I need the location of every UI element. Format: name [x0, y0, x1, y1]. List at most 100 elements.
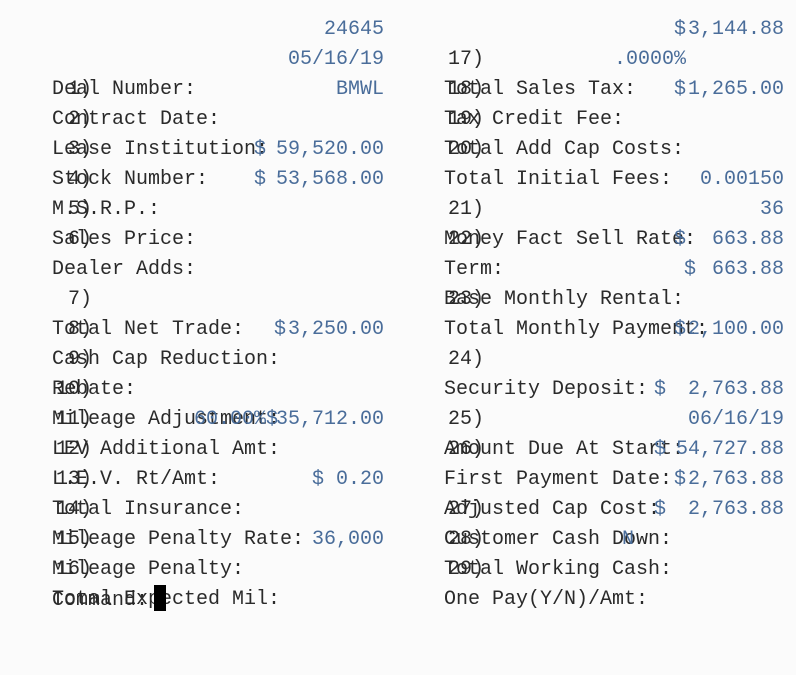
total-expected-mileage-field[interactable]: 16) Total Expected Mil: 36,000 — [4, 525, 388, 611]
field-label: Total Working Cash: — [444, 558, 673, 581]
currency-symbol: $ — [674, 318, 687, 341]
field-label: Mileage Penalty Rate: — [52, 528, 305, 551]
field-number: 21) — [448, 198, 485, 221]
field-label: First Payment Date: — [444, 468, 673, 491]
field-value: 663.88 — [711, 228, 784, 251]
field-number: 14) — [56, 498, 93, 521]
total-net-trade-field[interactable]: 7) Total Net Trade: — [4, 255, 388, 341]
currency-symbol: $ — [654, 438, 667, 461]
total-initial-fees-field[interactable]: 20) Total Initial Fees: — [396, 105, 788, 191]
field-label: Adjusted Cap Cost: — [444, 498, 661, 521]
currency-symbol: $ — [654, 378, 667, 401]
field-label: Rebate: — [52, 378, 137, 401]
field-label: L.E.V. Rt/Amt: — [52, 468, 221, 491]
field-number: 3) — [68, 138, 93, 161]
field-label: Total Net Trade: — [52, 318, 245, 341]
field-label: M.S.R.P.: — [52, 198, 161, 221]
total-monthly-payment-field[interactable]: 23) Total Monthly Payment: $ 663.88 — [396, 255, 788, 341]
sales-price-field[interactable]: 5) Sales Price: $ 53,568.00 — [4, 165, 388, 251]
field-number: 7) — [68, 288, 93, 311]
field-value: $ 0.20 — [311, 468, 384, 491]
dealer-adds-field[interactable]: 6) Dealer Adds: — [4, 195, 388, 281]
field-number: 22) — [448, 228, 485, 251]
field-number: 26) — [448, 438, 485, 461]
command-line[interactable]: Command: — [4, 555, 404, 612]
field-label: Base Monthly Rental: — [444, 288, 685, 311]
mileage-penalty-field[interactable]: 15) Mileage Penalty: — [4, 495, 388, 581]
field-value: 663.88 — [711, 258, 784, 281]
field-number: 16) — [56, 558, 93, 581]
field-number: 19) — [448, 108, 485, 131]
field-label: Sales Price: — [52, 228, 197, 251]
field-number: 15) — [56, 528, 93, 551]
field-label: Total Monthly Payment: — [444, 318, 709, 341]
field-number: 4) — [68, 168, 93, 191]
customer-cash-down-field[interactable]: 27) Customer Cash Down: $ 2,763.88 — [396, 465, 788, 551]
lease-institution-field[interactable]: 2) Lease Institution: BMWL — [4, 75, 388, 161]
currency-symbol: $ — [254, 168, 267, 191]
field-number: 9) — [68, 348, 93, 371]
rebate-field[interactable]: 9) Rebate: $ 3,250.00 — [4, 315, 388, 401]
field-number: 13) — [56, 468, 93, 491]
field-label: Stock Number: — [52, 168, 209, 191]
field-label: One Pay(Y/N)/Amt: — [444, 588, 649, 611]
field-value: 06/16/19 — [687, 408, 784, 431]
currency-symbol: $ — [684, 258, 697, 281]
amount-due-at-start-field[interactable]: 25) Amount Due At Start: $ 2,763.88 — [396, 375, 788, 461]
adjusted-cap-cost-field[interactable]: Adjusted Cap Cost: $ 54,727.88 — [396, 435, 788, 521]
deal-number-field[interactable]: Deal Number: 24645 — [4, 15, 388, 101]
field-value: 2,763.88 — [687, 468, 784, 491]
field-number: 23) — [448, 288, 485, 311]
field-value: N — [622, 528, 635, 551]
lev-additional-amt-field[interactable]: 11) LEV Additional Amt: — [4, 375, 388, 461]
field-label: LEV Additional Amt: — [52, 438, 281, 461]
field-value: 1,265.00 — [687, 78, 784, 101]
field-value: 36,000 — [311, 528, 384, 551]
field-value: .0000% — [614, 48, 687, 71]
base-monthly-rental-field[interactable]: Base Monthly Rental: $ 663.88 — [396, 225, 788, 311]
field-number: 11) — [56, 408, 93, 431]
money-factor-sell-rate-field[interactable]: 21) Money Fact Sell Rate: 0.00150 — [396, 165, 788, 251]
field-number: 2) — [68, 108, 93, 131]
field-label: Mileage Adjustment: — [52, 408, 281, 431]
terminal-screen: Deal Number: 24645 1) Contract Date: 05/… — [4, 15, 788, 612]
msrp-field[interactable]: 4) M.S.R.P.: $ 59,520.00 — [4, 135, 388, 221]
field-value: 05/16/19 — [287, 48, 384, 71]
field-label: Tax Credit Fee: — [444, 108, 625, 131]
contract-date-field[interactable]: 1) Contract Date: 05/16/19 — [4, 45, 388, 131]
total-working-cash-field[interactable]: 28) Total Working Cash: $ 2,763.88 — [396, 495, 788, 581]
total-add-cap-costs-field[interactable]: 19) Total Add Cap Costs: $ 1,265.00 — [396, 75, 788, 161]
field-value: 3,250.00 — [287, 318, 384, 341]
field-number: 10) — [56, 378, 93, 401]
lev-rate-percent: 60.00%$ — [194, 408, 279, 431]
total-sales-tax-field[interactable]: 17) Total Sales Tax: $ 3,144.88 — [396, 15, 788, 101]
command-label: Command: — [52, 589, 149, 612]
field-label: Term: — [444, 258, 505, 281]
field-value: 24645 — [323, 18, 384, 41]
cash-cap-reduction-field[interactable]: 8) Cash Cap Reduction: — [4, 285, 388, 371]
mileage-adjustment-field[interactable]: 10) Mileage Adjustment: — [4, 345, 388, 431]
field-number: 8) — [68, 318, 93, 341]
field-label: Security Deposit: — [444, 378, 649, 401]
mileage-penalty-rate-field[interactable]: 14) Mileage Penalty Rate: $ 0.20 — [4, 465, 388, 551]
field-label: Cash Cap Reduction: — [52, 348, 281, 371]
field-label: Total Insurance: — [52, 498, 245, 521]
currency-symbol: $ — [254, 138, 267, 161]
field-number: 25) — [448, 408, 485, 431]
total-insurance-field[interactable]: 13) Total Insurance: — [4, 435, 388, 521]
field-label: Amount Due At Start: — [444, 438, 685, 461]
term-field[interactable]: 22) Term: 36 — [396, 195, 788, 281]
security-deposit-field[interactable]: 24) Security Deposit: $ 2,100.00 — [396, 315, 788, 401]
first-payment-date-field[interactable]: 26) First Payment Date: 06/16/19 — [396, 405, 788, 491]
one-pay-field[interactable]: 29) One Pay(Y/N)/Amt: N — [396, 525, 788, 611]
field-number: 17) — [448, 48, 485, 71]
field-number: 20) — [448, 138, 485, 161]
field-number: 18) — [448, 78, 485, 101]
field-number: 5) — [68, 198, 93, 221]
field-value: 0.00150 — [699, 168, 784, 191]
tax-credit-fee-field[interactable]: 18) Tax Credit Fee: .0000% — [396, 45, 788, 131]
field-number: 29) — [448, 558, 485, 581]
stock-number-field[interactable]: 3) Stock Number: — [4, 105, 388, 191]
field-value: 2,763.88 — [687, 378, 784, 401]
lev-rate-amount-field[interactable]: 12) L.E.V. Rt/Amt: 60.00%$ 35,712.00 — [4, 405, 388, 491]
